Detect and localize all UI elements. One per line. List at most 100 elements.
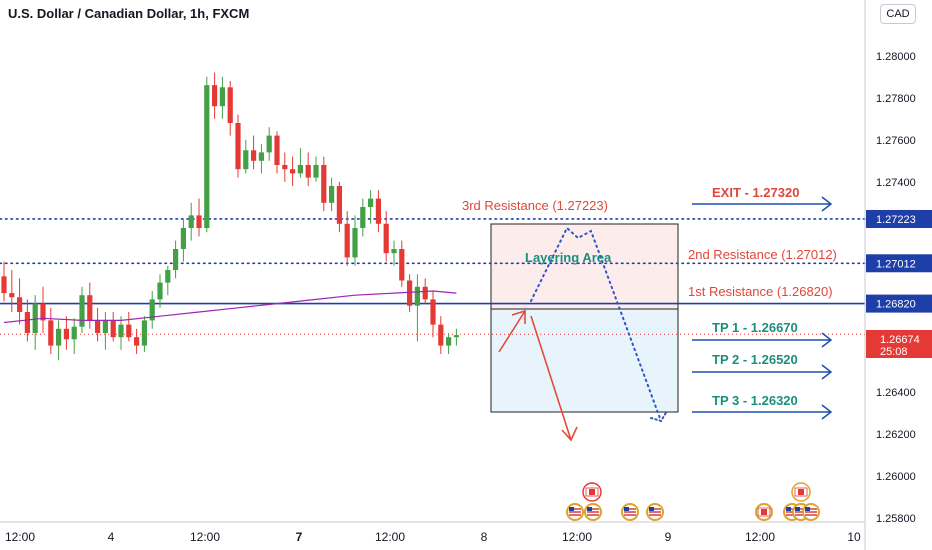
tp1-label: TP 1 - 1.26670 <box>712 320 798 335</box>
current-price-bg <box>866 330 932 358</box>
time-label: 12:00 <box>375 530 405 544</box>
canada-flag-icon[interactable] <box>791 482 811 502</box>
event-icons <box>566 482 820 521</box>
candle-body <box>336 186 342 224</box>
candle-body <box>266 135 272 153</box>
price-tag-bg <box>866 209 932 228</box>
candle-body <box>329 186 335 203</box>
candle-body <box>227 87 233 123</box>
zones-layer <box>490 223 679 413</box>
price-tag-bg <box>866 294 932 313</box>
candle-body <box>17 297 23 312</box>
projection-down-arrow <box>530 315 572 441</box>
candle-body <box>446 337 452 346</box>
resistance-3-label: 3rd Resistance (1.27223) <box>462 198 608 213</box>
exit-arrowhead <box>821 196 833 212</box>
candle-body <box>352 228 358 258</box>
candle-body <box>375 198 381 224</box>
resistance-1-label: 1st Resistance (1.26820) <box>688 284 833 299</box>
candle-body <box>383 223 389 254</box>
price-label: 1.27800 <box>876 93 916 105</box>
candle-body <box>188 215 194 228</box>
us-flag-icon[interactable] <box>566 503 584 521</box>
current-price-text: 1.26674 <box>880 334 920 346</box>
layering-dotted-path <box>530 226 662 422</box>
candle-body <box>63 328 69 340</box>
time-label: 7 <box>296 530 303 544</box>
canada-flag-icon[interactable] <box>755 503 773 521</box>
price-label: 1.27600 <box>876 135 916 147</box>
candle-body <box>344 223 350 258</box>
candle-body <box>165 270 171 283</box>
candle-body <box>399 249 405 281</box>
time-label: 8 <box>481 530 488 544</box>
time-label: 12:00 <box>562 530 592 544</box>
time-label: 10 <box>847 530 861 544</box>
candle-body <box>48 320 54 346</box>
candle-body <box>235 123 241 170</box>
tp3-arrowhead <box>821 404 833 420</box>
us-flag-icon[interactable] <box>621 503 639 521</box>
candle-body <box>79 295 85 327</box>
candle-body <box>274 135 280 165</box>
candle-body <box>71 326 77 340</box>
candle-body <box>118 324 124 338</box>
candle-body <box>102 320 108 333</box>
candle-body <box>95 320 101 333</box>
target-arrows <box>692 196 833 420</box>
candle-body <box>360 207 366 228</box>
candle-body <box>126 324 132 338</box>
candle-body <box>212 85 218 107</box>
layering-zone-upper <box>490 223 679 310</box>
candle-body <box>321 165 327 203</box>
candle-body <box>453 335 459 338</box>
current-price-tag: 1.26674 25:08 <box>866 330 932 358</box>
exit-label: EXIT - 1.27320 <box>712 185 799 200</box>
tp2-label: TP 2 - 1.26520 <box>712 352 798 367</box>
us-flag-icon[interactable] <box>646 503 664 521</box>
projection-up-arrowhead <box>511 309 526 324</box>
candles-layer <box>1 72 459 361</box>
time-axis: 12:00 4 12:00 7 12:00 8 12:00 9 12:00 10 <box>0 521 865 544</box>
price-tag-text: 1.26820 <box>876 299 916 311</box>
price-label: 1.26000 <box>876 471 916 483</box>
time-label: 9 <box>665 530 672 544</box>
time-label: 12:00 <box>190 530 220 544</box>
us-flag-icon[interactable] <box>802 503 820 521</box>
tp3-label: TP 3 - 1.26320 <box>712 393 798 408</box>
projection-down-arrowhead <box>561 426 578 442</box>
tp2-arrowhead <box>821 364 833 380</box>
time-label: 12:00 <box>5 530 35 544</box>
candle-body <box>251 150 257 161</box>
candle-body <box>56 328 62 346</box>
candle-body <box>219 87 225 107</box>
price-label: 1.27400 <box>876 177 916 189</box>
candle-body <box>391 249 397 254</box>
price-label: 1.26400 <box>876 387 916 399</box>
time-label: 12:00 <box>745 530 775 544</box>
candle-body <box>87 295 93 321</box>
candle-body <box>1 276 7 294</box>
resistance-2-label: 2nd Resistance (1.27012) <box>688 247 837 262</box>
canada-flag-icon[interactable] <box>582 482 602 502</box>
currency-selector[interactable]: CAD <box>880 4 916 24</box>
candle-body <box>438 324 444 346</box>
time-label: 4 <box>108 530 115 544</box>
us-flag-icon[interactable] <box>584 503 602 521</box>
candle-body <box>9 293 15 298</box>
candle-body <box>243 150 249 170</box>
candle-body <box>196 215 202 228</box>
candle-body <box>368 198 374 207</box>
candle-body <box>305 165 311 178</box>
price-tag-text: 1.27223 <box>876 214 916 226</box>
candle-body <box>180 228 186 249</box>
price-axis: 1.28000 1.27800 1.27600 1.27400 1.26400 1.262… <box>864 0 932 550</box>
candle-body <box>32 303 38 333</box>
candle-body <box>40 303 46 321</box>
candle-body <box>157 282 163 300</box>
price-label: 1.25800 <box>876 513 916 525</box>
price-label: 1.28000 <box>876 51 916 63</box>
layering-zone-lower <box>490 308 679 413</box>
candle-body <box>110 320 116 338</box>
